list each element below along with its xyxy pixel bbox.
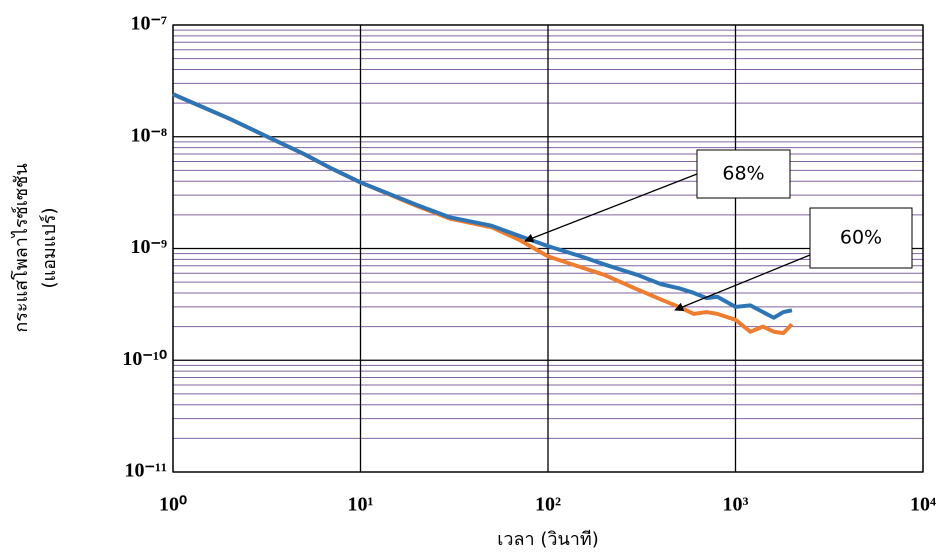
x-tick-label: 10⁰ <box>159 494 187 516</box>
y-axis-label: กระแสโพลาไรซ์เซชัน <box>10 163 32 332</box>
annotation-box <box>809 207 913 269</box>
annotation-text: 68% <box>722 163 764 185</box>
y-tick-label: 10⁻⁹ <box>130 236 167 258</box>
x-axis-label: เวลา (วินาที) <box>497 529 599 550</box>
x-tick-label: 10⁴ <box>910 494 936 516</box>
data-line <box>172 92 793 320</box>
y-tick-label: 10⁻⁷ <box>130 13 167 35</box>
y-tick-label: 10⁻¹⁰ <box>122 348 167 370</box>
annotation-text: 60% <box>840 227 882 249</box>
annotation-arrow <box>674 254 811 312</box>
annotation-arrow <box>524 173 698 243</box>
x-tick-label: 10³ <box>723 494 749 516</box>
y-tick-label: 10⁻⁸ <box>130 124 167 146</box>
x-tick-label: 10¹ <box>348 494 374 516</box>
y-tick-label: 10⁻¹¹ <box>124 460 167 482</box>
plot-border <box>172 24 924 473</box>
x-tick-label: 10² <box>535 494 561 516</box>
annotation-box <box>696 149 791 199</box>
y-axis-label: (แอมแปร์) <box>39 207 60 288</box>
